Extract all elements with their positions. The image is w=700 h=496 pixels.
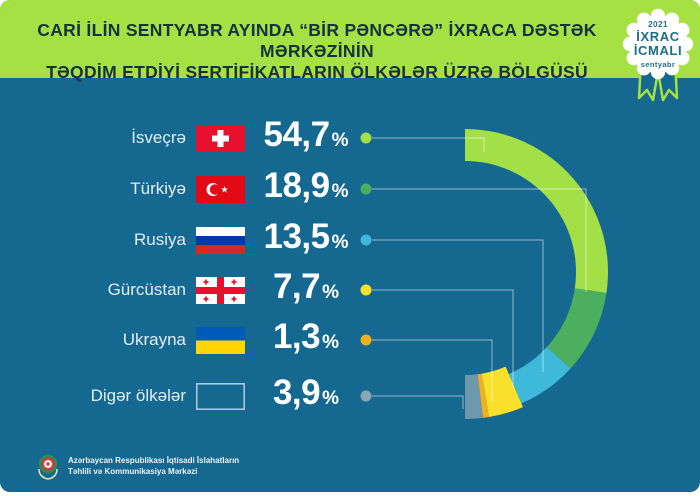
leader-line-0 (372, 137, 485, 152)
percent-sign: % (322, 388, 340, 409)
badge-title-line2: İCMALI (633, 43, 683, 58)
state-emblem-icon (38, 454, 58, 480)
country-label: İsveçrə (131, 128, 186, 147)
donut-segment-2 (508, 346, 571, 404)
percent-sign: % (331, 130, 349, 151)
turkey-flag-icon: ★ (196, 175, 245, 203)
percent-sign: % (331, 232, 349, 253)
organization-line2: Təhlili və Kommunikasiya Mərkəzi (68, 467, 198, 476)
badge-title-line1: İXRAC (636, 29, 680, 44)
leader-line-2 (372, 239, 544, 372)
page-title: CARİ İLİN SENTYABR AYINDA “BİR PƏNCƏRƏ” … (14, 20, 620, 83)
legend-dot-2 (360, 234, 372, 246)
header-banner: CARİ İLİN SENTYABR AYINDA “BİR PƏNCƏRƏ” … (0, 0, 700, 82)
country-value: 7,7 % (254, 267, 358, 311)
leader-line-5 (372, 395, 464, 409)
legend-dot-5 (360, 390, 372, 402)
legend-dot-3 (360, 284, 372, 296)
issue-badge: 2021 İXRAC İCMALI sentyabr (615, 4, 700, 106)
country-label: Gürcüstan (107, 280, 186, 299)
country-label: Türkiyə (130, 179, 186, 198)
legend-dot-4 (360, 334, 372, 346)
badge-month: sentyabr (640, 60, 676, 69)
svg-text:★: ★ (221, 184, 229, 194)
badge-year: 2021 (648, 20, 668, 29)
page-title-line1: CARİ İLİN SENTYABR AYINDA “BİR PƏNCƏRƏ” … (37, 20, 597, 61)
country-value: 18,9 % (254, 166, 358, 210)
percent-sign: % (322, 282, 340, 303)
leader-line-1 (372, 188, 587, 292)
country-value: 3,9 % (254, 373, 358, 417)
russia-flag-icon (196, 226, 245, 254)
page-title-line2: TƏQDİM ETDİYİ SERTİFİKATLARIN ÖLKƏLƏR ÜZ… (46, 62, 588, 82)
georgia-flag-icon (196, 276, 245, 304)
country-label: Digər ölkələr (90, 386, 186, 405)
switzerland-flag-icon (196, 124, 245, 152)
rosette-seal-icon (622, 8, 694, 80)
donut-segment-5 (465, 374, 483, 420)
legend-dot-0 (360, 132, 372, 144)
leader-line-3 (372, 289, 514, 387)
percent-sign: % (331, 181, 349, 202)
country-value: 54,7 % (254, 115, 358, 159)
country-label: Ukrayna (122, 330, 186, 349)
leader-line-4 (372, 339, 493, 401)
legend-dot-1 (360, 183, 372, 195)
country-value: 1,3 % (254, 317, 358, 361)
value-number: 13,5 (263, 217, 330, 256)
donut-segment-4 (477, 373, 489, 418)
value-number: 1,3 (272, 317, 321, 356)
value-number: 18,9 (263, 166, 330, 205)
value-number: 3,9 (272, 373, 321, 412)
organization-line1: Azərbaycan Respublikası İqtisadi İslahat… (68, 456, 240, 465)
value-number: 7,7 (272, 267, 321, 306)
organization-name: Azərbaycan Respublikası İqtisadi İslahat… (68, 455, 239, 477)
donut-segment-1 (546, 288, 607, 369)
donut-segment-3 (481, 366, 523, 418)
footer: Azərbaycan Respublikası İqtisadi İslahat… (36, 452, 239, 480)
badge-seal-graphic (622, 8, 694, 102)
blank-flag-icon (196, 382, 245, 410)
ukraine-flag-icon (196, 326, 245, 354)
donut-segment-0 (465, 129, 608, 294)
percent-sign: % (322, 332, 340, 353)
value-number: 54,7 (263, 115, 330, 154)
country-label: Rusiya (134, 230, 186, 249)
country-value: 13,5 % (254, 217, 358, 261)
